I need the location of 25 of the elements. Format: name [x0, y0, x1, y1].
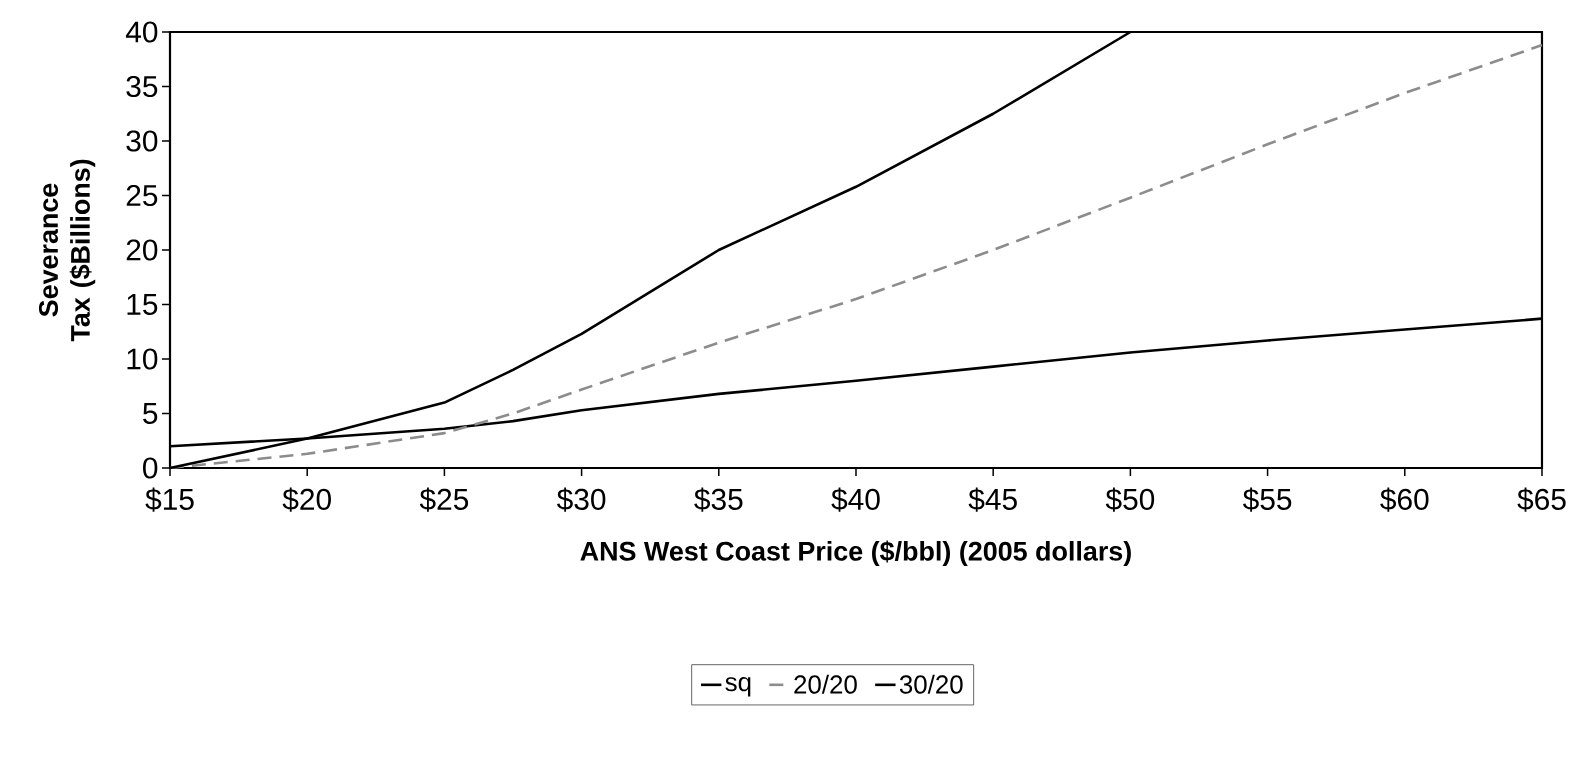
- x-axis-title: ANS West Coast Price ($/bbl) (2005 dollars): [580, 540, 1131, 567]
- x-tick-label: $35: [694, 487, 743, 512]
- y-tick-label: 5: [143, 403, 158, 424]
- y-tick-label: 40: [125, 21, 158, 43]
- legend-label: sq: [725, 677, 751, 697]
- x-tick-label: $30: [556, 487, 606, 512]
- x-tick-label: $50: [1105, 487, 1155, 512]
- y-tick-label: 35: [126, 75, 158, 98]
- x-tick-label: $20: [282, 487, 331, 512]
- x-tick-label: $45: [968, 487, 1017, 512]
- y-tick-label: 10: [127, 348, 158, 370]
- x-tick-label: $15: [145, 487, 194, 512]
- y-tick-label: 0: [143, 457, 158, 479]
- y-tick-label: 15: [127, 294, 158, 315]
- x-tick-label: $55: [1242, 487, 1292, 512]
- legend-label: 20/20: [794, 674, 857, 694]
- y-tick-label: 20: [126, 239, 158, 261]
- x-tick-label: $60: [1380, 487, 1429, 512]
- y-axis-title: Severance Tax ($Billions): [38, 159, 96, 342]
- y-tick-label: 30: [126, 130, 158, 152]
- x-tick-label: $40: [831, 487, 880, 512]
- y-tick-label: 25: [126, 184, 158, 207]
- x-tick-label: $65: [1517, 487, 1566, 512]
- legend-label: 30/20: [899, 674, 963, 694]
- x-tick-label: $25: [419, 487, 469, 512]
